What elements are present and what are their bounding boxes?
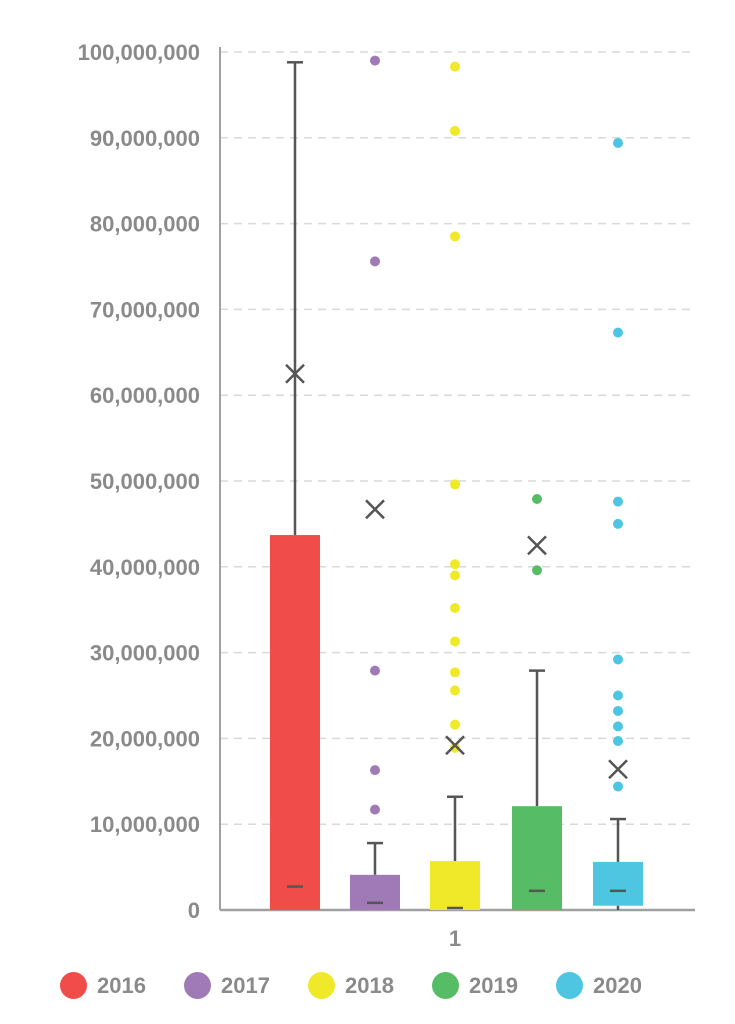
outlier-point (613, 690, 623, 701)
outlier-point (370, 804, 380, 815)
y-tick-label: 80,000,000 (90, 212, 200, 237)
y-tick-label: 100,000,000 (78, 40, 200, 65)
outlier-point (450, 61, 460, 72)
outlier-point (613, 654, 623, 665)
box-plot-chart: 0 10,000,000 20,000,000 30,000,000 40,000,00… (78, 40, 695, 951)
legend-label: 2019 (469, 972, 518, 998)
outlier-point (450, 231, 460, 242)
y-tick-label: 60,000,000 (90, 383, 200, 408)
outlier-point (450, 602, 460, 613)
y-tick-label: 30,000,000 (90, 641, 200, 666)
outlier-point (370, 55, 380, 66)
outlier-point (450, 636, 460, 647)
legend-swatch (60, 972, 87, 999)
outlier-point (613, 327, 623, 338)
legend-swatch (432, 972, 459, 999)
outlier-point (450, 125, 460, 136)
y-tick-label: 10,000,000 (90, 812, 200, 837)
outlier-point (370, 765, 380, 776)
legend-swatch (308, 972, 335, 999)
outlier-point (450, 559, 460, 570)
outlier-point (613, 137, 623, 148)
box-2018 (430, 861, 480, 910)
legend-label: 2020 (593, 972, 642, 998)
box-2016 (270, 535, 320, 910)
legend-item-2016: 2016 (60, 972, 184, 999)
outlier-point (613, 518, 623, 529)
y-tick-label: 50,000,000 (90, 469, 200, 494)
outlier-point (450, 667, 460, 678)
outlier-point (450, 570, 460, 581)
y-tick-label: 20,000,000 (90, 726, 200, 751)
box-2020 (593, 861, 643, 906)
mean-marker (365, 499, 385, 520)
mean-marker (445, 735, 465, 756)
legend-item-2017: 2017 (184, 972, 308, 999)
outlier-point (370, 256, 380, 267)
mean-marker (608, 759, 628, 780)
y-tick-label: 40,000,000 (90, 555, 200, 580)
x-tick-label: 1 (449, 926, 461, 951)
box-2017 (350, 874, 400, 910)
outlier-point (613, 735, 623, 746)
outlier-point (532, 565, 542, 576)
outlier-point (450, 479, 460, 490)
box-2019 (512, 806, 562, 910)
outlier-point (613, 496, 623, 507)
y-tick-label: 90,000,000 (90, 126, 200, 151)
outlier-point (613, 705, 623, 716)
legend: 2016 2017 2018 2019 2020 (60, 972, 680, 999)
legend-label: 2018 (345, 972, 394, 998)
legend-item-2020: 2020 (556, 972, 680, 999)
legend-item-2019: 2019 (432, 972, 556, 999)
legend-label: 2017 (221, 972, 270, 998)
y-tick-label: 0 (188, 898, 200, 923)
mean-marker (527, 535, 547, 556)
outlier-point (450, 742, 460, 753)
mean-marker (285, 363, 305, 384)
outlier-point (613, 721, 623, 732)
outlier-point (450, 685, 460, 696)
outlier-point (613, 781, 623, 792)
legend-label: 2016 (97, 972, 146, 998)
legend-swatch (184, 972, 211, 999)
outlier-point (450, 719, 460, 730)
legend-item-2018: 2018 (308, 972, 432, 999)
outlier-point (370, 665, 380, 676)
y-tick-label: 70,000,000 (90, 297, 200, 322)
outlier-point (532, 494, 542, 505)
legend-swatch (556, 972, 583, 999)
